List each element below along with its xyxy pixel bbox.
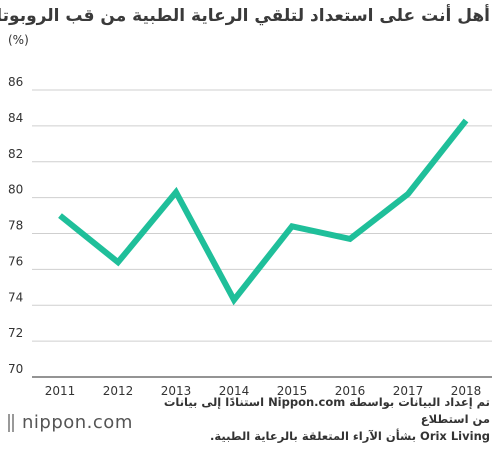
y-tick-label: 70 (8, 362, 23, 376)
nippon-logo: nippon.com (8, 412, 133, 433)
y-tick-label: 74 (8, 290, 23, 304)
y-axis-unit: (%) (8, 33, 29, 47)
x-tick-label: 2015 (277, 384, 308, 398)
y-axis: 70 72 74 76 78 80 82 84 86 (8, 75, 23, 376)
y-tick-label: 76 (8, 254, 23, 268)
y-tick-label: 72 (8, 326, 23, 340)
logo-text: nippon.com (22, 412, 133, 433)
x-tick-label: 2017 (393, 384, 424, 398)
x-tick-label: 2012 (103, 384, 134, 398)
gridlines (32, 89, 492, 378)
y-tick-label: 80 (8, 183, 23, 197)
chart-title: أهل أنت على استعداد لتلقي الرعاية الطبية… (0, 6, 490, 26)
x-tick-label: 2013 (161, 384, 192, 398)
y-tick-label: 84 (8, 111, 23, 125)
y-tick-label: 86 (8, 75, 23, 89)
x-tick-label: 2011 (45, 384, 76, 398)
series-line (58, 118, 469, 306)
x-tick-label: 2014 (219, 384, 250, 398)
x-tick-label: 2018 (451, 384, 482, 398)
y-tick-label: 78 (8, 219, 23, 233)
logo-bars-icon (8, 413, 16, 432)
source-note: تم إعداد البيانات بواسطة Nippon.com استن… (160, 394, 490, 445)
x-tick-label: 2016 (335, 384, 366, 398)
x-axis: 2011 2012 2013 2014 2015 2016 2017 2018 (45, 384, 482, 398)
y-tick-label: 82 (8, 147, 23, 161)
source-line-1: تم إعداد البيانات بواسطة Nippon.com استن… (163, 395, 490, 426)
source-line-2: Orix Living بشأن الآراء المتعلقة بالرعاي… (210, 429, 490, 443)
